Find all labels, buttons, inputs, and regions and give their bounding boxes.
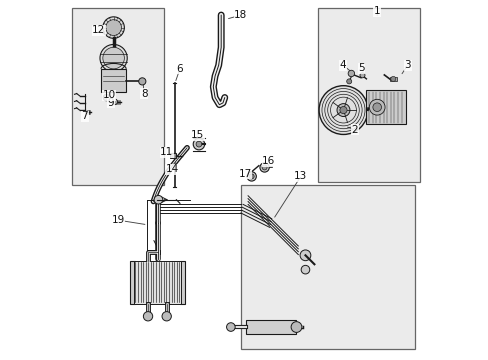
Text: 14: 14	[165, 164, 178, 174]
Circle shape	[319, 86, 367, 134]
Circle shape	[336, 104, 349, 117]
Text: 19: 19	[111, 215, 124, 225]
Circle shape	[103, 94, 109, 101]
Bar	[246, 320, 296, 334]
Circle shape	[290, 321, 301, 332]
Bar	[317, 8, 419, 182]
Circle shape	[372, 103, 381, 112]
Circle shape	[246, 172, 256, 181]
Circle shape	[162, 312, 171, 321]
Bar	[389, 77, 396, 81]
Text: 5: 5	[357, 63, 364, 73]
Text: 7: 7	[81, 111, 88, 121]
Bar	[101, 69, 126, 92]
Text: 16: 16	[262, 156, 275, 166]
Text: 17: 17	[238, 169, 251, 179]
Text: 9: 9	[107, 98, 114, 108]
Text: 13: 13	[294, 171, 307, 181]
Bar	[72, 8, 163, 185]
Circle shape	[347, 70, 354, 77]
Circle shape	[193, 138, 204, 150]
Circle shape	[105, 20, 121, 36]
Circle shape	[346, 79, 351, 84]
Circle shape	[300, 250, 310, 261]
Bar	[134, 261, 180, 304]
Text: 8: 8	[141, 89, 147, 99]
Text: 6: 6	[176, 64, 183, 74]
Circle shape	[260, 163, 269, 172]
Circle shape	[368, 99, 384, 115]
Circle shape	[154, 195, 163, 204]
Text: 4: 4	[339, 60, 346, 70]
Bar	[169, 153, 176, 158]
Bar	[180, 261, 184, 304]
Circle shape	[301, 265, 309, 274]
Circle shape	[102, 17, 124, 39]
Bar	[129, 261, 135, 304]
Text: 15: 15	[191, 130, 204, 140]
Circle shape	[262, 165, 266, 170]
Text: 10: 10	[102, 90, 115, 100]
Text: 18: 18	[234, 10, 247, 20]
Circle shape	[359, 73, 364, 78]
Bar	[241, 185, 414, 348]
Circle shape	[112, 99, 117, 105]
Text: 3: 3	[404, 60, 410, 70]
Text: 12: 12	[92, 25, 105, 35]
Circle shape	[100, 44, 127, 72]
Circle shape	[390, 76, 395, 81]
Circle shape	[226, 323, 235, 331]
Circle shape	[143, 312, 152, 321]
Text: 11: 11	[160, 147, 173, 157]
Circle shape	[139, 78, 145, 85]
Circle shape	[249, 174, 254, 179]
Text: 1: 1	[373, 6, 380, 17]
Circle shape	[339, 107, 346, 114]
Circle shape	[102, 47, 124, 69]
Text: 2: 2	[351, 125, 358, 135]
Circle shape	[196, 141, 202, 147]
Bar	[366, 90, 405, 125]
